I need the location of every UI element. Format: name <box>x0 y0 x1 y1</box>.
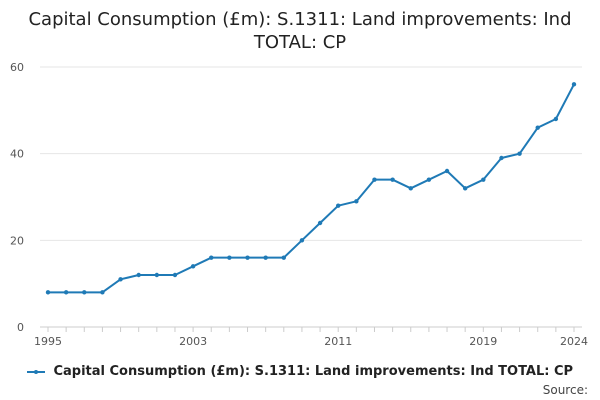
x-tick-label: 2003 <box>179 335 207 348</box>
data-point[interactable] <box>100 290 105 295</box>
data-point[interactable] <box>245 255 250 260</box>
chart-title-line-2: TOTAL: CP <box>253 32 347 53</box>
data-point[interactable] <box>535 125 540 130</box>
data-point[interactable] <box>118 277 123 282</box>
data-point[interactable] <box>172 272 178 278</box>
data-point[interactable] <box>63 290 69 295</box>
legend-series-label: Capital Consumption (£m): S.1311: Land i… <box>53 364 574 379</box>
x-tick-label: 1995 <box>34 335 62 348</box>
data-point[interactable] <box>499 155 504 161</box>
data-point[interactable] <box>336 203 341 208</box>
data-point[interactable] <box>390 177 395 182</box>
data-point[interactable] <box>299 238 305 243</box>
data-point[interactable] <box>372 177 377 182</box>
data-point[interactable] <box>281 255 286 260</box>
data-point[interactable] <box>263 255 268 260</box>
series-line <box>48 83 575 294</box>
chart-title: Capital Consumption (£m): S.1311: Land i… <box>0 8 600 54</box>
data-point[interactable] <box>408 186 413 191</box>
data-point[interactable] <box>154 272 160 278</box>
data-point[interactable] <box>517 151 522 156</box>
data-point[interactable] <box>354 199 359 204</box>
data-point[interactable] <box>317 220 323 226</box>
chart-title-line-1: Capital Consumption (£m): S.1311: Land i… <box>28 9 572 30</box>
data-point[interactable] <box>190 264 196 269</box>
series <box>45 82 577 295</box>
y-tick-label: 60 <box>10 61 24 74</box>
data-point[interactable] <box>82 290 87 295</box>
x-tick-label: 2019 <box>469 335 497 348</box>
y-tick-label: 40 <box>10 148 24 161</box>
data-point[interactable] <box>209 255 214 260</box>
data-point[interactable] <box>553 116 559 122</box>
x-tick-label: 2011 <box>324 335 352 348</box>
data-point[interactable] <box>481 177 486 182</box>
y-tick-label: 20 <box>10 234 24 247</box>
data-point[interactable] <box>571 82 577 87</box>
data-point[interactable] <box>426 177 432 182</box>
y-tick-label: 0 <box>17 321 24 334</box>
axes: 0 20 40 60 1995 2003 2011 2019 2024 <box>10 61 588 348</box>
legend[interactable]: Capital Consumption (£m): S.1311: Land i… <box>0 364 600 379</box>
data-point[interactable] <box>227 255 232 260</box>
data-point[interactable] <box>136 272 141 278</box>
data-point[interactable] <box>444 168 450 174</box>
x-tick-label: 2024 <box>560 335 588 348</box>
source-label: Source: <box>542 383 588 397</box>
grid-lines <box>40 66 582 241</box>
data-point[interactable] <box>462 186 468 191</box>
data-point[interactable] <box>45 290 51 295</box>
legend-series-marker <box>26 366 45 378</box>
